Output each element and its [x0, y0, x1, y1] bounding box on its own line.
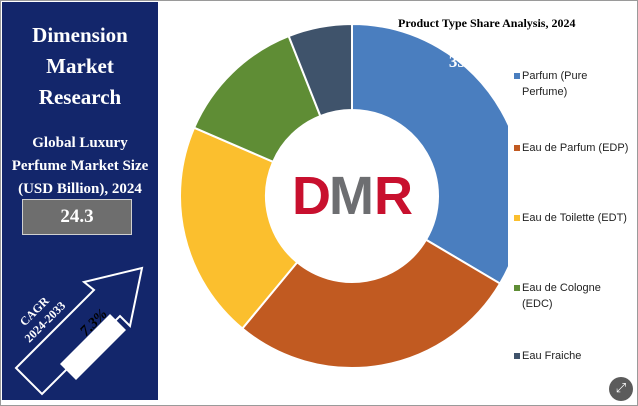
market-size-title: Global Luxury Perfume Market Size (USD B… — [2, 132, 158, 201]
legend-item-parfum: Parfum (Pure Perfume) — [514, 68, 632, 100]
donut-chart: D M R 33.5% — [179, 22, 508, 369]
legend-label: Eau de Toilette (EDT) — [522, 212, 627, 224]
legend-item-eau-de-cologne: Eau de Cologne (EDC) — [514, 280, 632, 312]
donut-slice — [179, 126, 299, 330]
legend-item-eau-de-toilette: Eau de Toilette (EDT) — [514, 210, 632, 226]
watermark-letter-m: M — [329, 166, 374, 226]
legend-label: Eau Fraiche — [522, 350, 582, 362]
slice-data-label: 33.5% — [449, 52, 496, 71]
market-title-line: Global Luxury — [32, 135, 128, 151]
donut-slice — [351, 22, 508, 285]
donut-slice — [287, 22, 353, 118]
brand-name: Dimension Market Research — [2, 20, 158, 113]
legend-label: Parfum (Pure Perfume) — [522, 70, 588, 98]
legend-item-eau-de-parfum: Eau de Parfum (EDP) — [514, 140, 632, 156]
watermark-letter-d: D — [292, 166, 331, 226]
legend-swatch — [514, 145, 520, 151]
legend-swatch — [514, 215, 520, 221]
legend-swatch — [514, 353, 520, 359]
brand-line: Dimension — [32, 23, 128, 47]
brand-line: Research — [38, 85, 122, 109]
legend-label: Eau de Cologne (EDC) — [522, 282, 601, 310]
legend-swatch — [514, 73, 520, 79]
watermark-letter-r: R — [374, 166, 413, 226]
cagr-arrow-icon — [14, 266, 144, 396]
market-size-value: 24.3 — [22, 199, 132, 235]
summary-panel: Dimension Market Research Global Luxury … — [2, 2, 158, 400]
expand-icon[interactable]: ⤢ — [609, 377, 633, 401]
legend-label: Eau de Parfum (EDP) — [522, 142, 629, 154]
legend-swatch — [514, 285, 520, 291]
legend-item-eau-fraiche: Eau Fraiche — [514, 348, 632, 364]
brand-line: Market — [46, 54, 114, 78]
dmr-watermark-logo: D M R — [292, 166, 413, 226]
market-title-line: Perfume Market Size — [11, 158, 149, 174]
chart-title: Product Type Share Analysis, 2024 — [398, 16, 576, 30]
market-title-line: (USD Billion), 2024 — [18, 181, 142, 197]
donut-slice — [240, 238, 502, 369]
